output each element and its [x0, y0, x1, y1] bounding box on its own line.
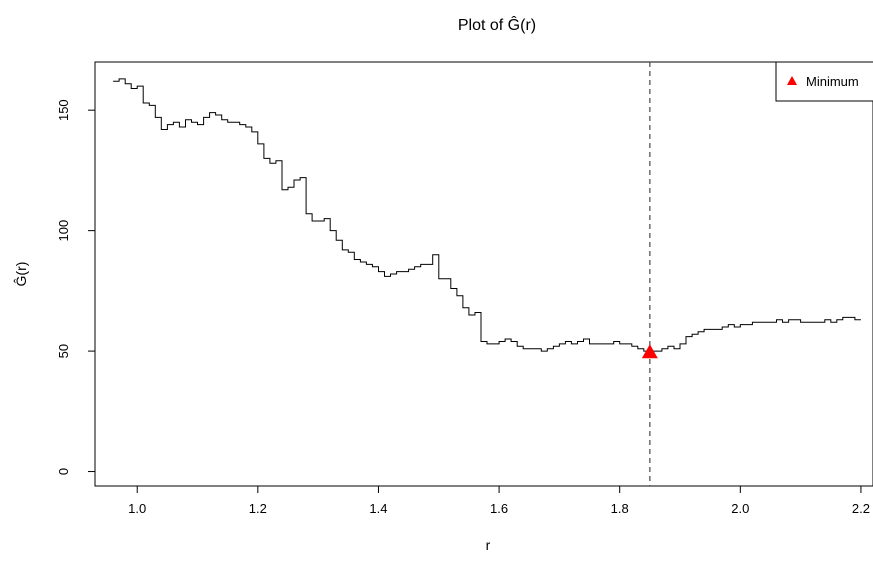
legend-triangle-icon [787, 76, 797, 85]
x-tick-label: 1.4 [369, 501, 387, 516]
x-tick-label: 1.2 [249, 501, 267, 516]
plot-area: 1.0 1.2 1.4 1.6 1.8 2.0 2.2 0 50 100 150 [56, 61, 873, 516]
series-line [113, 78, 861, 352]
y-tick-label: 50 [56, 344, 71, 358]
legend-label-minimum: Minimum [806, 74, 859, 89]
x-tick-label: 2.0 [731, 501, 749, 516]
x-tick-label: 1.6 [490, 501, 508, 516]
x-tick-label: 1.8 [611, 501, 629, 516]
y-tick-label: 150 [56, 99, 71, 121]
chart-title: Plot of Ĝ(r) [458, 15, 536, 34]
y-tick-label: 0 [56, 468, 71, 475]
y-tick-label: 100 [56, 220, 71, 242]
minimum-marker [641, 344, 658, 359]
legend: Minimum [775, 61, 873, 102]
x-tick-label: 1.0 [128, 501, 146, 516]
plot-frame [94, 61, 873, 487]
y-axis: 0 50 100 150 [56, 99, 95, 475]
y-axis-label: Ĝ(r) [13, 262, 29, 287]
x-axis: 1.0 1.2 1.4 1.6 1.8 2.0 2.2 [128, 486, 870, 516]
x-tick-label: 2.2 [852, 501, 870, 516]
x-axis-label: r [486, 537, 491, 553]
